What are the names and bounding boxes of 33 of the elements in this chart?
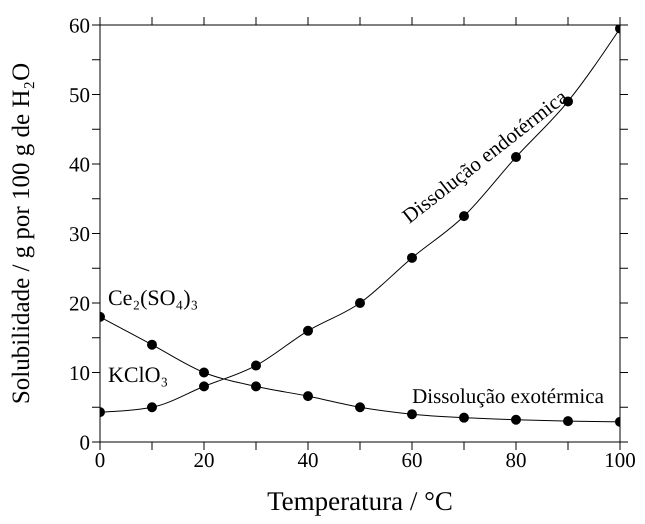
y-tick-label: 20 [69, 291, 90, 316]
point [147, 340, 157, 350]
series-label: KClO₃ [108, 362, 168, 388]
annotation: Dissolução exotérmica [412, 384, 605, 408]
series-label: Ce₂(SO₄)₃ [108, 284, 198, 310]
point [303, 391, 313, 402]
point [407, 409, 417, 420]
point [459, 412, 469, 423]
x-tick-label: 0 [94, 448, 106, 472]
y-tick-label: 10 [69, 360, 90, 385]
y-tick-label: 60 [69, 13, 90, 38]
x-tick-label: 100 [604, 448, 636, 472]
point [511, 414, 521, 425]
y-tick-label: 0 [80, 430, 90, 454]
x-tick-label: 20 [194, 448, 214, 472]
y-tick-label: 30 [69, 222, 90, 246]
point [147, 402, 157, 412]
y-tick-label: 40 [69, 152, 90, 176]
point [251, 360, 261, 371]
point [199, 381, 209, 392]
point [199, 368, 209, 378]
point [407, 252, 417, 263]
x-tick-label: 60 [402, 448, 422, 472]
point [563, 416, 573, 426]
point [355, 298, 365, 308]
y-axis-title: Solubilidade / g por 100 g de H₂O [8, 62, 35, 404]
x-tick-label: 40 [298, 448, 318, 472]
point [355, 402, 365, 412]
point [251, 381, 261, 392]
x-axis-title: Temperatura / °C [267, 486, 453, 516]
y-tick-label: 50 [69, 82, 90, 107]
x-tick-label: 80 [506, 448, 526, 472]
point [303, 326, 313, 336]
